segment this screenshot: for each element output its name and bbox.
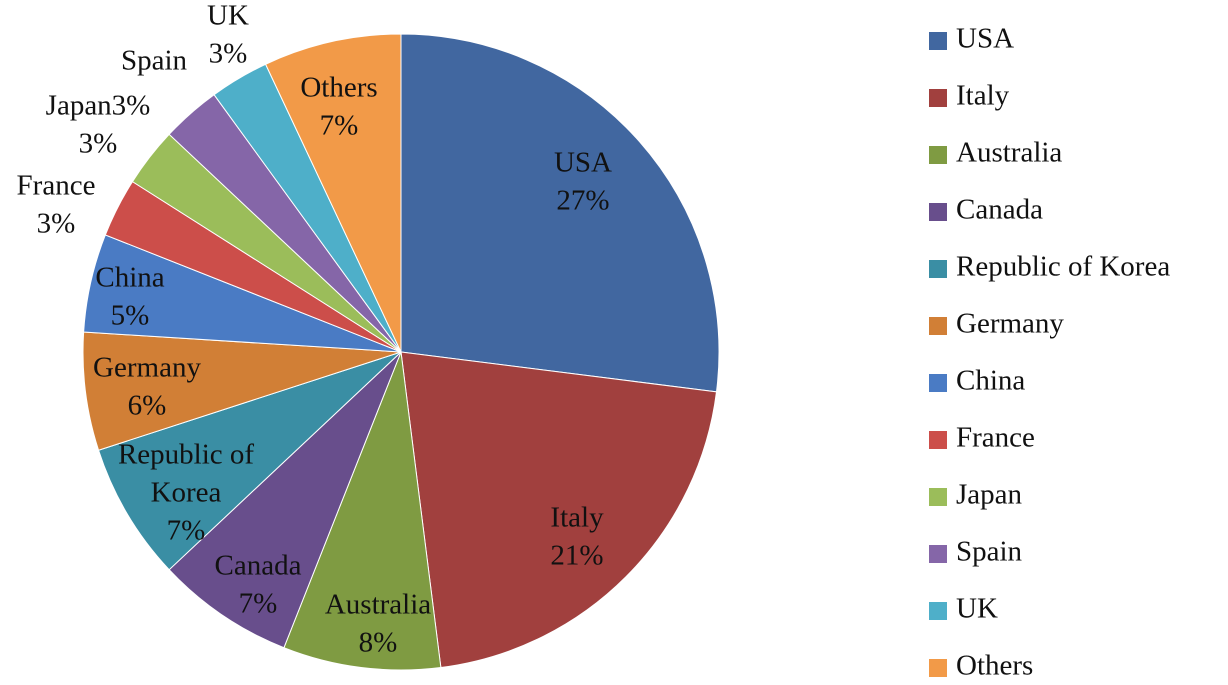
slice-label-canada: Canada [215,550,302,582]
legend-label-usa: USA [956,23,1014,55]
slice-label-france: France [17,170,96,202]
slice-label-usa: 27% [556,185,609,217]
legend-label-japan: Japan [956,479,1023,511]
pie-slice-italy [400,351,718,669]
legend-swatch-republic-of-korea [929,260,947,278]
slice-label-australia: 8% [359,627,398,659]
slice-label-italy: Italy [550,502,604,534]
slice-label-germany: Germany [93,352,201,384]
legend-swatch-japan [929,488,947,506]
legend-label-republic-of-korea: Republic of Korea [956,251,1170,283]
legend-swatch-uk [929,602,947,620]
slice-label-uk: UK [207,0,249,32]
slice-label-republic-of-korea: 7% [167,515,206,547]
legend-swatch-china [929,374,947,392]
slice-label-italy: 21% [550,540,603,572]
legend-swatch-others [929,659,947,677]
slice-label-uk: 3% [209,38,248,70]
legend-label-italy: Italy [956,80,1010,112]
legend-label-uk: UK [956,593,998,625]
slice-label-usa: USA [554,147,612,179]
slice-label-republic-of-korea: Korea [151,477,222,509]
legend-swatch-france [929,431,947,449]
pie-slice-republic-of-korea [97,351,402,571]
pie-slice-others [264,33,402,353]
legend-label-australia: Australia [956,137,1062,169]
legend-swatch-canada [929,203,947,221]
slice-label-germany: 6% [128,390,167,422]
legend-label-spain: Spain [956,536,1023,568]
slice-labels: USA 27% Italy 21% Australia 8% Canada 7% Republi… [17,0,613,659]
pie-slice-germany [82,331,402,451]
slice-label-china: 5% [111,300,150,332]
slice-label-china: China [95,262,164,294]
pie-slices [82,33,720,671]
slice-label-france: 3% [37,208,76,240]
legend-label-france: France [956,422,1035,454]
slice-label-australia: Australia [325,589,431,621]
legend-swatch-germany [929,317,947,335]
slice-label-others: Others [300,72,377,104]
legend-label-china: China [956,365,1025,397]
slice-label-japan: 3% [79,128,118,160]
legend-label-canada: Canada [956,194,1043,226]
slice-label-others: 7% [320,110,359,142]
legend-swatch-spain [929,545,947,563]
pie-slice-usa [400,33,720,393]
pie-slice-australia [283,351,442,671]
legend-label-others: Others [956,650,1033,682]
legend-swatch-australia [929,146,947,164]
legend: USA Italy Australia Canada Republic of Korea… [929,23,1170,682]
slice-label-spain: Spain [121,45,188,77]
slice-label-canada: 7% [239,588,278,620]
legend-label-germany: Germany [956,308,1064,340]
legend-swatch-usa [929,32,947,50]
legend-swatch-italy [929,89,947,107]
pie-slice-canada [168,351,402,649]
slice-label-republic-of-korea: Republic of [118,439,254,471]
slice-label-japan: Japan3% [46,90,151,122]
